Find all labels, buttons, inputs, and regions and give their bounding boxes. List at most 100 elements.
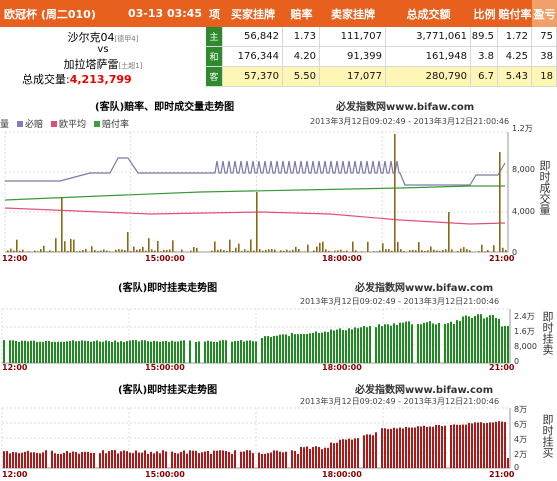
volume-bar (223, 250, 225, 252)
volume-bar (61, 197, 63, 252)
volume-bar (97, 251, 99, 252)
chart1-xtick-0: 12:00 (2, 254, 28, 263)
buy-bar (144, 450, 146, 468)
volume-bar (304, 251, 306, 252)
sell-bar (336, 329, 338, 363)
volume-bar (328, 250, 330, 252)
buy-bar (273, 450, 275, 468)
buy-bar (114, 450, 116, 468)
buy-bar (297, 453, 299, 468)
volume-bar (268, 249, 270, 252)
row-1-profit: 38 (532, 47, 557, 67)
sell-bar (120, 341, 122, 363)
buy-bar (12, 451, 14, 468)
volume-bar (481, 244, 483, 252)
buy-bar (6, 451, 8, 468)
buy-bar (438, 425, 440, 468)
volume-bar (292, 249, 294, 252)
sell-bar (45, 341, 47, 363)
sell-bar (270, 336, 272, 363)
buy-bar (276, 450, 278, 468)
buy-bar (348, 438, 350, 468)
row-1-sell: 91,399 (320, 47, 386, 67)
volume-bar (76, 251, 78, 252)
sell-bar (264, 336, 266, 363)
sell-bar (387, 324, 389, 363)
buy-bar (228, 451, 230, 468)
volume-bar (232, 251, 234, 252)
buy-bar (435, 424, 437, 468)
sell-bar (222, 340, 224, 363)
volume-bar (478, 251, 480, 252)
buy-bar (411, 427, 413, 468)
volume-bar (220, 249, 222, 252)
buy-bar (402, 428, 404, 468)
chart2-vertical-label: 即时挂卖 (541, 311, 554, 355)
buy-bar (357, 438, 359, 468)
volume-bar (262, 250, 264, 252)
buy-bar (165, 451, 167, 468)
sell-bar (321, 332, 323, 363)
volume-bar (154, 250, 156, 252)
away-team[interactable]: 加拉塔萨雷 (63, 58, 119, 71)
col-sell: 卖家挂牌 (320, 0, 386, 27)
buy-bar (336, 442, 338, 468)
sell-bar (471, 317, 473, 363)
sell-bar (72, 340, 74, 363)
buy-bar (51, 450, 53, 468)
sell-bar (378, 324, 380, 363)
chart1-plot (4, 131, 509, 253)
home-team[interactable]: 沙尔克04 (67, 31, 115, 44)
sell-bar (417, 323, 419, 363)
volume-bar (391, 250, 393, 252)
buy-bar (282, 452, 284, 468)
buy-bar (120, 451, 122, 468)
buy-bar (123, 450, 125, 468)
row-2-sell: 17,077 (320, 67, 386, 87)
buy-bar (162, 450, 164, 468)
volume-bar (196, 247, 198, 252)
sell-bar (351, 329, 353, 363)
sell-bar (498, 318, 500, 363)
buy-bar (138, 452, 140, 468)
volume-bar (40, 249, 42, 252)
chart2-ytick-3: 0 (514, 357, 520, 366)
chart1-ytick-2: 4,000 (512, 207, 535, 216)
volume-bar (241, 250, 243, 252)
chart3-date-range: 2013年3月12日09:02:49 - 2013年3月12日21:00:46 (300, 397, 500, 406)
buy-bar (240, 451, 242, 468)
volume-bar (460, 248, 462, 252)
buy-bar (18, 453, 20, 468)
buy-bar (450, 425, 452, 468)
buy-bar (279, 451, 281, 468)
volume-bar (274, 249, 276, 252)
volume-bar (247, 250, 249, 252)
col-profit: 盈亏 (532, 0, 557, 27)
sell-bar (57, 341, 59, 363)
volume-bar (382, 243, 384, 252)
sell-bar (21, 340, 23, 363)
buy-bar (372, 435, 374, 468)
sell-bar (267, 336, 269, 363)
sell-bar (234, 340, 236, 363)
row-2-profit: 18 (532, 67, 557, 87)
volume-bar (85, 248, 87, 252)
buy-bar (222, 450, 224, 468)
buy-bar (381, 428, 383, 468)
buy-bar (129, 452, 131, 468)
volume-bar (487, 250, 489, 252)
sell-bar (381, 326, 383, 363)
row-0-buy: 56,842 (223, 27, 283, 47)
volume-bar (469, 250, 471, 252)
chart3-xtick-3: 21:00 (489, 470, 515, 479)
buy-bar (342, 439, 344, 468)
sell-bar (84, 340, 86, 363)
buy-bar (507, 458, 509, 468)
buy-bar (306, 446, 308, 468)
volume-bar (142, 246, 144, 252)
volume-bar (10, 248, 12, 252)
buy-bar (189, 450, 191, 468)
buy-bar (330, 442, 332, 468)
chart2-ytick-0: 2.4万 (514, 312, 535, 321)
buy-bar (363, 435, 365, 468)
